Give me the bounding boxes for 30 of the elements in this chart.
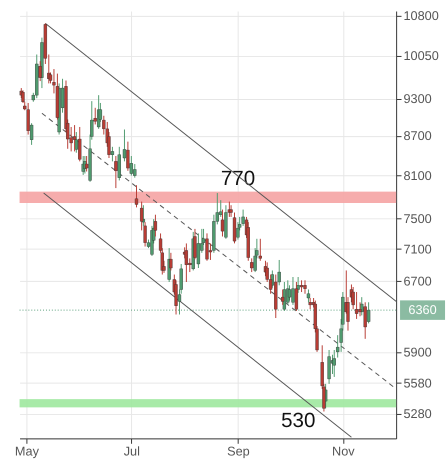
y-tick-label: 8700: [403, 128, 432, 144]
y-tick-label: 5580: [403, 375, 432, 390]
y-tick-label: 7100: [403, 241, 432, 256]
candlestick: [306, 289, 310, 303]
x-tick-label: Nov: [332, 444, 356, 459]
candlestick: [184, 242, 188, 282]
candlestick: [300, 280, 304, 293]
x-tick-label: Jul: [124, 444, 140, 459]
y-tick-label: 7500: [403, 210, 432, 226]
y-tick-label: 8100: [403, 168, 432, 183]
candlestick: [366, 302, 370, 324]
candlestick: [354, 292, 358, 320]
candlestick: [303, 280, 307, 294]
ref-line-label: 6360: [408, 302, 437, 318]
x-tick-label: Sep: [227, 444, 250, 459]
x-tick-label: May: [14, 444, 40, 459]
y-tick-label: 10050: [403, 48, 439, 64]
candlestick: [134, 184, 138, 208]
candlestick: [69, 126, 73, 152]
y-tick-label: 5280: [403, 406, 432, 422]
candlestick: [126, 141, 130, 172]
candlestick: [107, 132, 111, 159]
candlestick: [294, 281, 298, 312]
band-label: 530: [281, 408, 316, 432]
candlestick: [250, 258, 254, 273]
y-tick-label: 6700: [403, 274, 432, 289]
y-tick-label: 9300: [403, 91, 432, 106]
y-tick-label: 5900: [403, 344, 432, 360]
y-tick-label: 10800: [403, 8, 439, 23]
candlestick: [114, 156, 118, 189]
